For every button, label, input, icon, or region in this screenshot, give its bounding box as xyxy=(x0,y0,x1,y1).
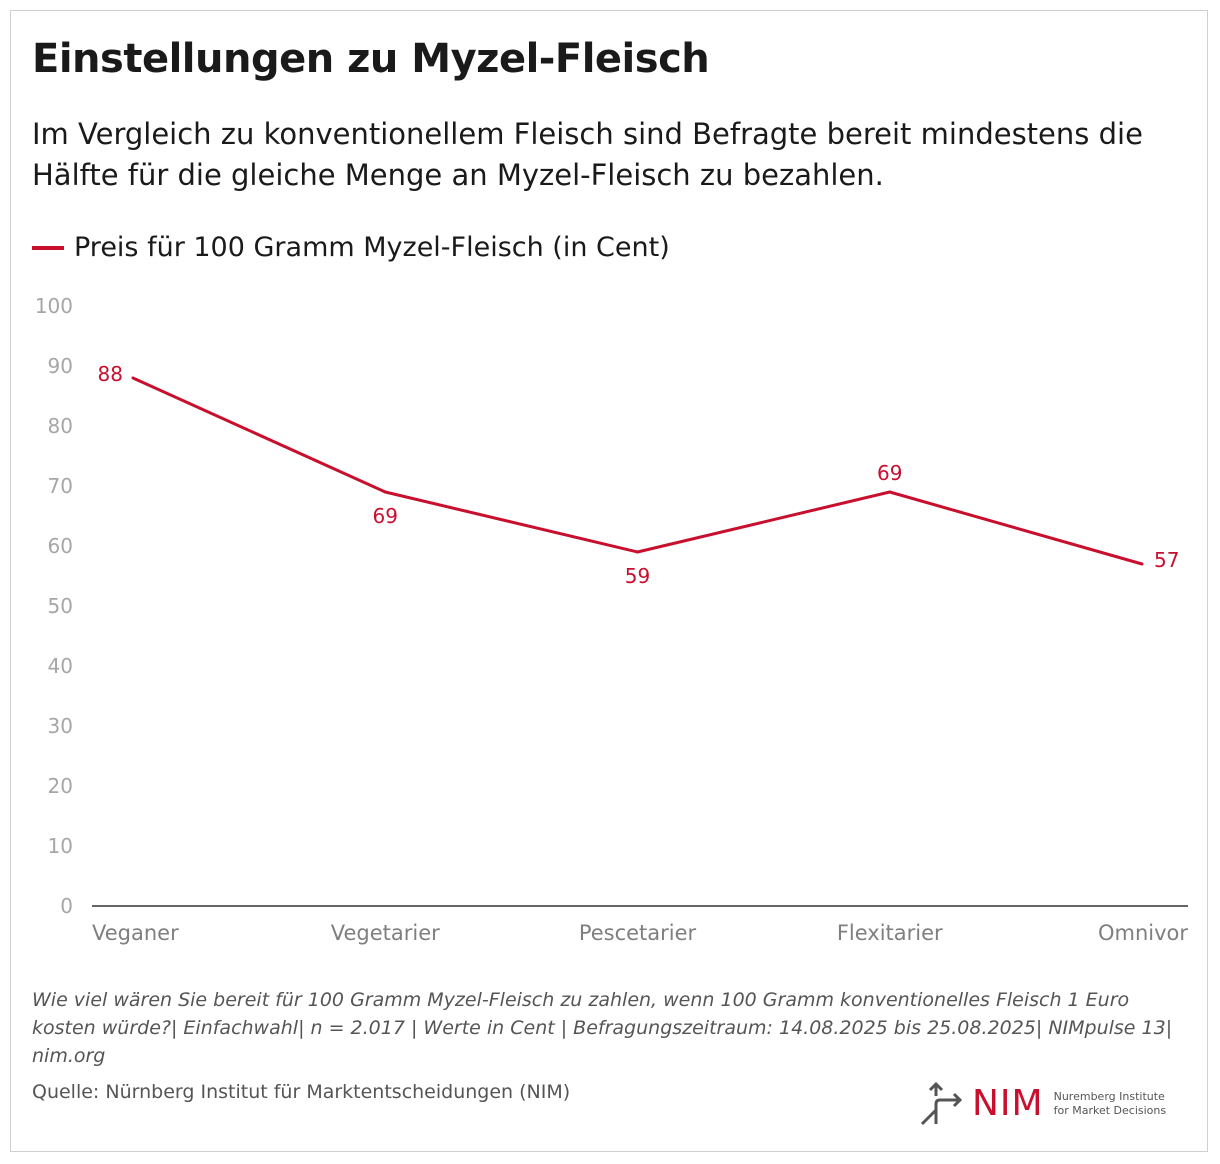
chart-subtitle: Im Vergleich zu konventionellem Fleisch … xyxy=(32,117,1143,192)
data-point xyxy=(636,550,639,554)
y-tick-label: 100 xyxy=(35,294,73,318)
data-label: 69 xyxy=(877,461,902,485)
y-tick-label: 90 xyxy=(48,354,73,378)
y-tick-label: 80 xyxy=(48,414,73,438)
x-category-label: Veganer xyxy=(92,921,179,945)
data-point xyxy=(1140,562,1144,566)
x-category-label: Pescetarier xyxy=(579,921,697,945)
legend-label: Preis für 100 Gramm Myzel-Fleisch (in Ce… xyxy=(74,232,670,263)
nim-logo-icon xyxy=(920,1081,963,1126)
data-label: 88 xyxy=(98,362,123,386)
nim-logo-line2: for Market Decisions xyxy=(1053,1104,1167,1117)
line-chart: 0 10 20 30 40 50 60 70 80 90 100 Veganer Vegetarier P… xyxy=(35,294,1189,945)
y-tick-label: 30 xyxy=(48,714,73,738)
footnote: Wie viel wären Sie bereit für 100 Gramm … xyxy=(32,989,1173,1067)
y-tick-label: 60 xyxy=(48,534,73,558)
nim-logo: NIM Nuremberg Institute for Market Decis… xyxy=(918,1080,1166,1128)
legend-swatch xyxy=(32,245,64,250)
data-label: 69 xyxy=(373,504,398,528)
data-point xyxy=(131,376,135,380)
x-category-label: Omnivor xyxy=(1098,921,1188,945)
x-category-label: Vegetarier xyxy=(331,921,440,945)
y-tick-label: 50 xyxy=(48,594,73,618)
data-point xyxy=(888,490,892,494)
y-tick-label: 20 xyxy=(48,774,73,798)
y-tick-label: 70 xyxy=(48,474,73,498)
y-tick-label: 10 xyxy=(48,834,73,858)
nim-logo-subtext: Nuremberg Institute for Market Decisions xyxy=(1044,1090,1167,1118)
nim-logo-wordmark: NIM xyxy=(972,1083,1044,1124)
y-tick-label: 0 xyxy=(60,894,73,918)
series-line xyxy=(132,376,1143,566)
data-label: 59 xyxy=(625,564,650,588)
data-label: 57 xyxy=(1154,548,1179,572)
legend: Preis für 100 Gramm Myzel-Fleisch (in Ce… xyxy=(32,232,670,263)
source-line: Quelle: Nürnberg Institut für Marktentsc… xyxy=(32,1081,571,1103)
x-category-label: Flexitarier xyxy=(837,921,943,945)
nim-logo-line1: Nuremberg Institute xyxy=(1053,1090,1165,1103)
y-tick-label: 40 xyxy=(48,654,73,678)
chart-frame xyxy=(10,10,1208,1152)
chart-title: Einstellungen zu Myzel-Fleisch xyxy=(32,36,710,82)
data-point xyxy=(383,490,387,494)
